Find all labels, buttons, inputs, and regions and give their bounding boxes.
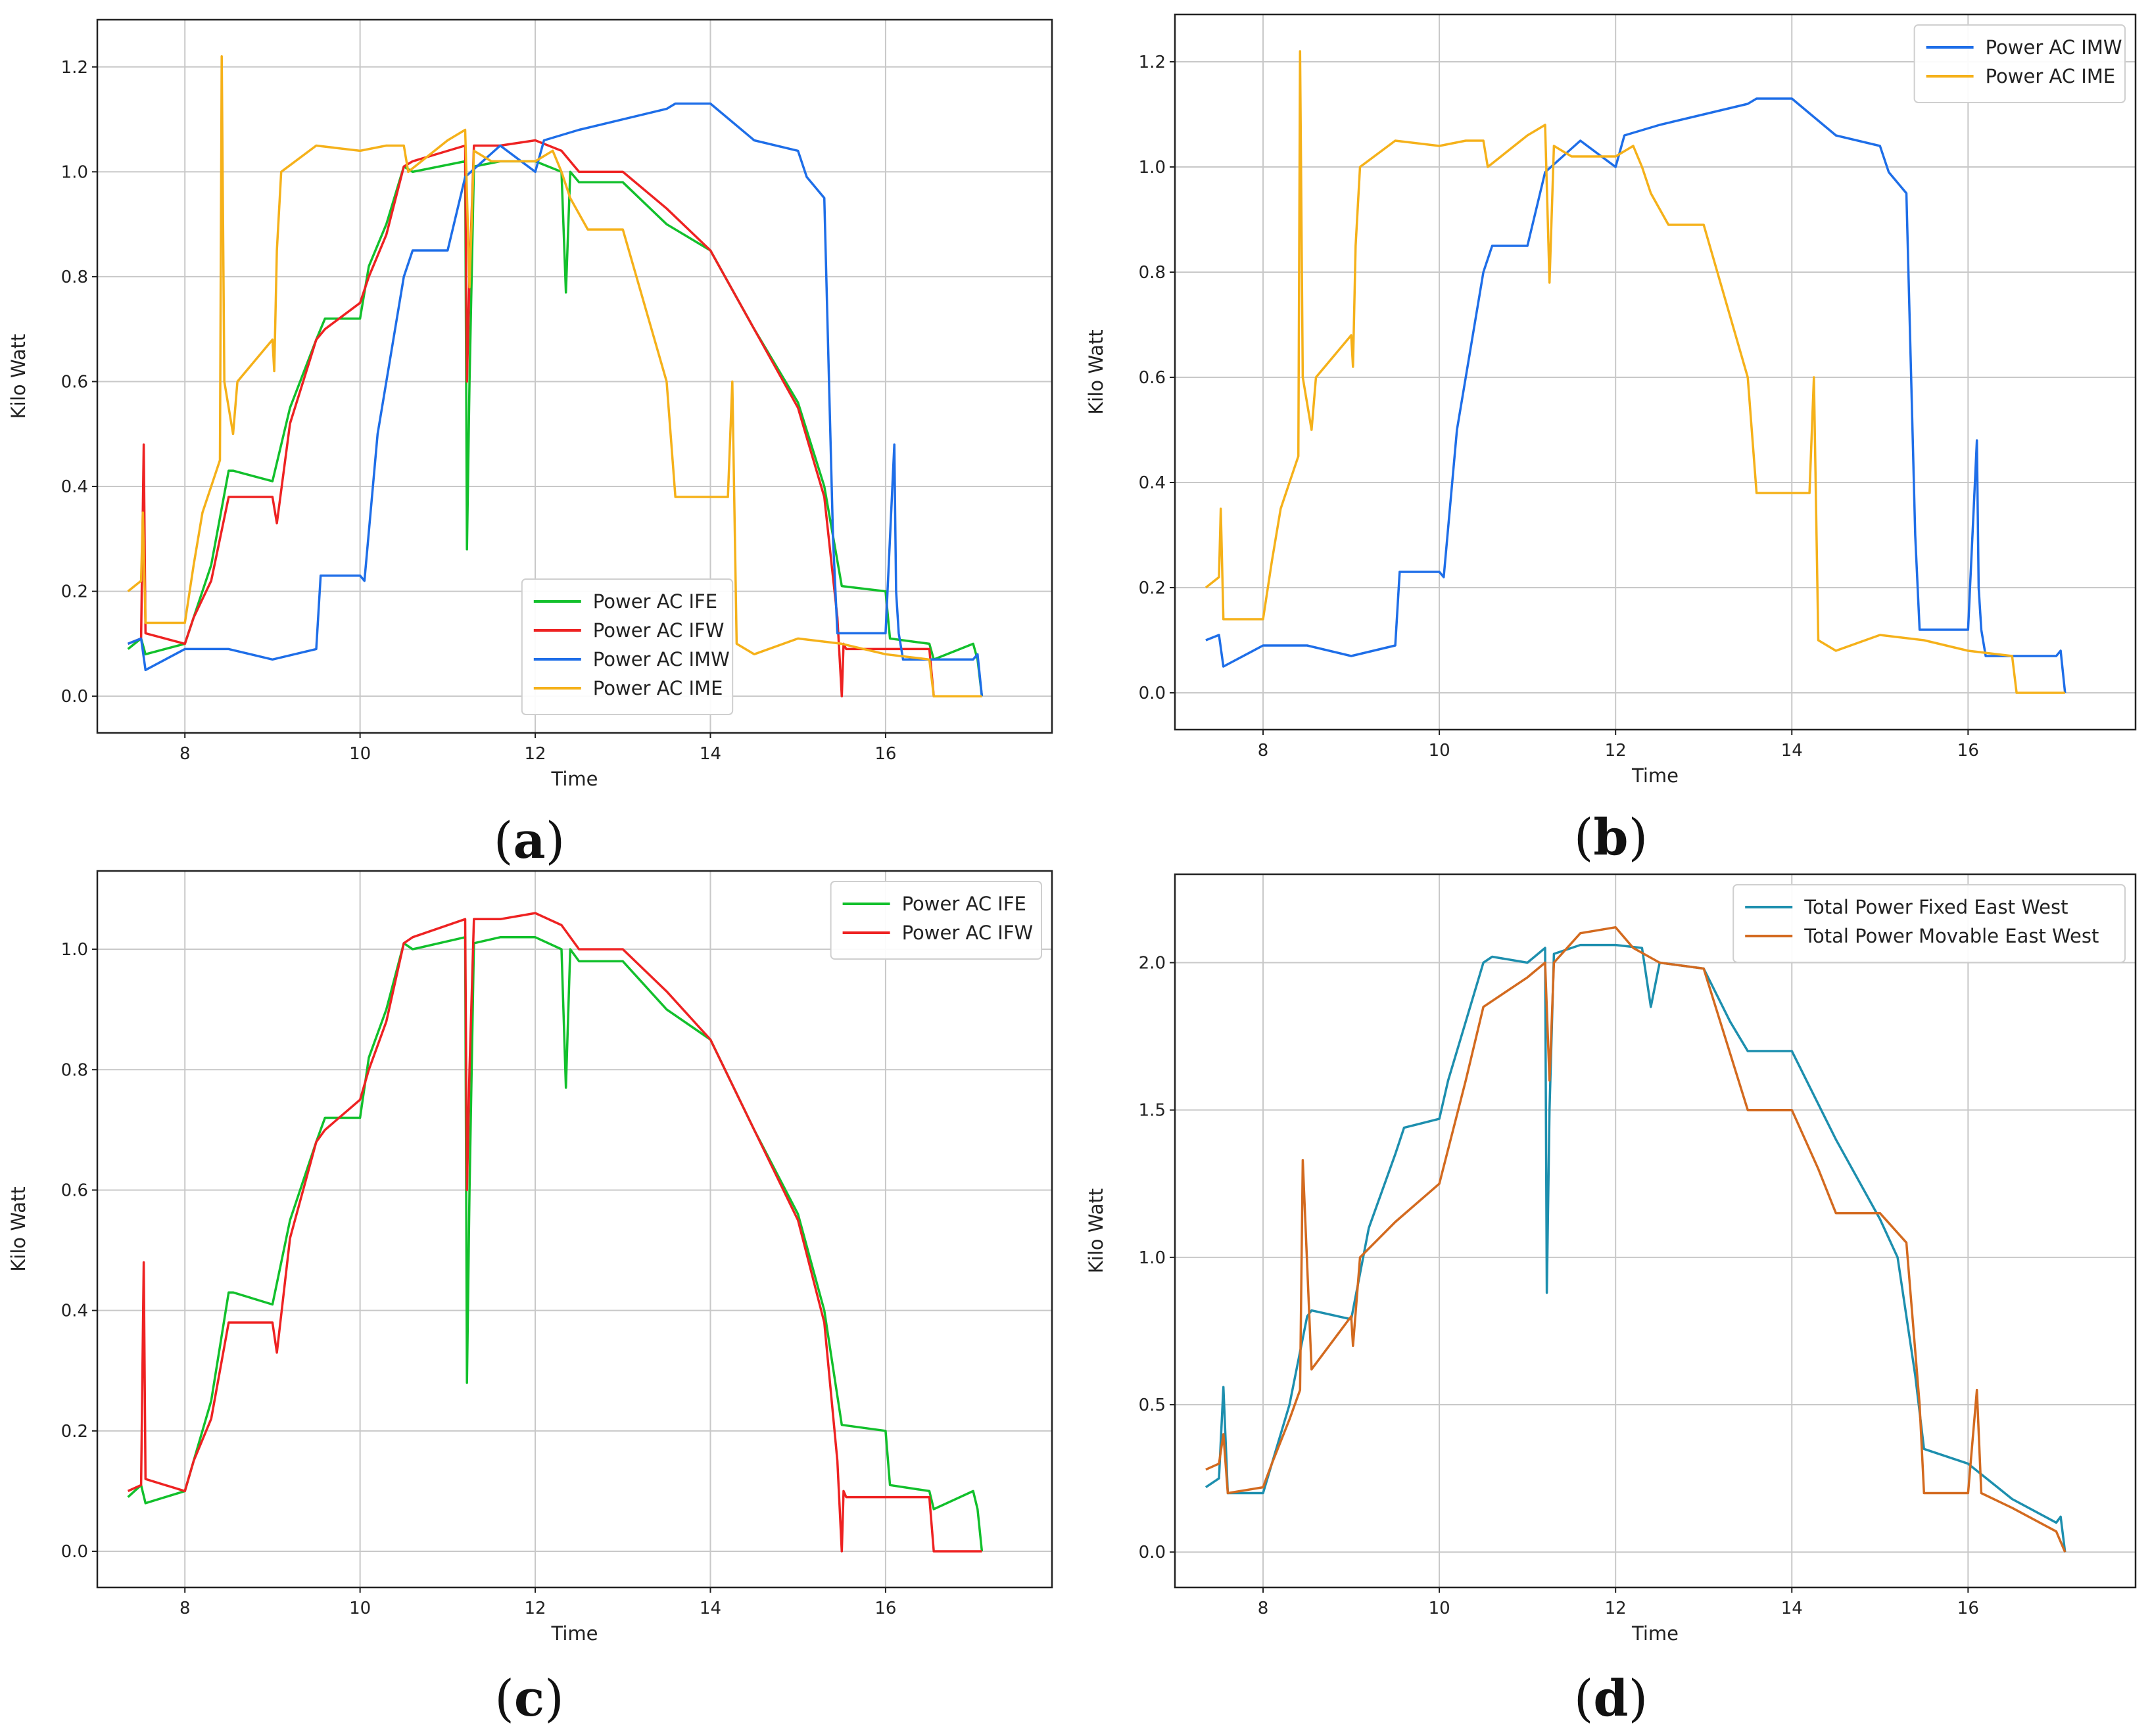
panel-caption: (b): [1574, 808, 1648, 866]
y-tick-label: 0.8: [1139, 263, 1166, 283]
series-line-power-ac-ifw: [127, 912, 982, 1553]
y-axis-label: Kilo Watt: [7, 334, 30, 419]
y-tick-label: 0.0: [61, 687, 88, 707]
x-tick-label: 10: [349, 744, 371, 764]
y-axis-label: Kilo Watt: [1085, 329, 1107, 414]
series-line-power-ac-ife: [127, 936, 984, 1552]
legend-entry: Power AC IFE: [902, 893, 1026, 915]
series-line-total-power-movable-east-west: [1205, 926, 2066, 1553]
y-tick-label: 0.6: [61, 372, 88, 392]
y-tick-label: 1.0: [1139, 1248, 1166, 1268]
y-tick-label: 1.0: [61, 940, 88, 960]
legend-entry: Total Power Movable East West: [1804, 925, 2099, 947]
y-axis-label: Kilo Watt: [7, 1186, 30, 1271]
y-tick-label: 0.4: [61, 1302, 88, 1321]
x-axis-label: Time: [551, 1622, 598, 1645]
x-tick-label: 14: [1781, 1599, 1803, 1618]
y-tick-label: 0.6: [61, 1181, 88, 1200]
legend-box: [830, 881, 1042, 960]
x-tick-label: 8: [179, 744, 191, 764]
y-tick-label: 0.8: [61, 1060, 88, 1080]
legend: Power AC IFE Power AC IFW Power AC IMW Powe…: [521, 578, 734, 715]
x-axis-label: Time: [1631, 764, 1679, 787]
x-tick-label: 12: [525, 1599, 546, 1618]
legend-entry: Power AC IFE: [593, 590, 717, 613]
x-tick-label: 14: [700, 744, 721, 764]
x-tick-label: 8: [179, 1599, 191, 1618]
y-tick-label: 0.8: [61, 268, 88, 287]
legend-box: [1913, 24, 2126, 103]
panel-a: 8 10 12 14 16 0.0 0.2 0.4 0.6 0.8 1.0 1.2 Time Kilo W…: [7, 18, 1053, 870]
legend-entry: Power AC IME: [1986, 65, 2116, 87]
y-tick-label: 1.5: [1139, 1101, 1166, 1121]
panel-caption: (a): [494, 811, 565, 870]
y-tick-label: 0.2: [61, 582, 88, 602]
x-tick-label: 10: [1429, 741, 1450, 761]
legend-entry: Power AC IFW: [593, 619, 725, 642]
series-line-total-power-fixed-east-west: [1205, 943, 2066, 1553]
panel-caption: (d): [1574, 1669, 1648, 1727]
y-tick-label: 1.0: [61, 162, 88, 182]
x-tick-label: 8: [1258, 741, 1269, 761]
series-line-power-ac-ifw: [127, 139, 982, 697]
axes-frame: [96, 18, 1053, 734]
series-line-power-ac-ime: [127, 55, 982, 697]
y-tick-label: 0.6: [1139, 368, 1166, 388]
x-tick-label: 16: [1957, 1599, 1979, 1618]
x-tick-label: 12: [1605, 741, 1627, 761]
x-tick-label: 16: [874, 1599, 896, 1618]
y-tick-label: 2.0: [1139, 954, 1166, 974]
legend: Power AC IFE Power AC IFW: [830, 881, 1042, 960]
x-tick-label: 16: [1957, 741, 1979, 761]
legend-entry: Power AC IFW: [902, 922, 1034, 944]
legend-box: [521, 578, 734, 715]
x-tick-label: 16: [874, 744, 896, 764]
x-tick-label: 14: [700, 1599, 721, 1618]
legend-entry: Total Power Fixed East West: [1804, 896, 2068, 918]
x-tick-label: 12: [525, 744, 546, 764]
x-tick-label: 10: [1429, 1599, 1450, 1618]
y-tick-label: 1.2: [61, 58, 88, 78]
y-tick-label: 1.2: [1139, 53, 1166, 72]
legend: Total Power Fixed East West Total Power M…: [1732, 884, 2126, 963]
y-tick-label: 0.5: [1139, 1396, 1166, 1415]
legend: Power AC IMW Power AC IME: [1913, 24, 2126, 103]
legend-entry: Power AC IME: [593, 677, 723, 699]
y-tick-label: 1.0: [1139, 158, 1166, 177]
axes-frame: [1174, 873, 2137, 1589]
x-tick-label: 14: [1781, 741, 1803, 761]
series-line-power-ac-imw: [1205, 97, 2066, 693]
panel-d: 8 10 12 14 16 0.0 0.5 1.0 1.5 2.0 Time Kilo Watt Tot…: [1085, 873, 2137, 1727]
y-tick-label: 0.4: [1139, 473, 1166, 493]
x-tick-label: 8: [1258, 1599, 1269, 1618]
panel-caption: (c): [494, 1669, 564, 1727]
y-tick-label: 0.2: [61, 1422, 88, 1442]
panel-b: 8 10 12 14 16 0.0 0.2 0.4 0.6 0.8 1.0 1.2 Time Kilo W…: [1085, 13, 2137, 866]
y-tick-label: 0.0: [61, 1542, 88, 1562]
y-tick-label: 0.0: [1139, 1543, 1166, 1562]
panel-c: 8 10 12 14 16 0.0 0.2 0.4 0.6 0.8 1.0 Time Kilo Watt…: [7, 870, 1053, 1727]
y-axis-label: Kilo Watt: [1085, 1188, 1107, 1273]
series-line-power-ac-imw: [127, 102, 984, 697]
y-tick-label: 0.0: [1139, 684, 1166, 703]
legend-entry: Power AC IMW: [593, 648, 730, 670]
x-tick-label: 10: [349, 1599, 371, 1618]
legend-entry: Power AC IMW: [1986, 36, 2122, 59]
y-tick-label: 0.4: [61, 477, 88, 497]
y-tick-label: 0.2: [1139, 578, 1166, 598]
x-tick-label: 12: [1605, 1599, 1627, 1618]
x-axis-label: Time: [551, 768, 598, 790]
x-axis-label: Time: [1631, 1622, 1679, 1645]
axes-frame: [96, 870, 1053, 1589]
legend-box: [1732, 884, 2126, 963]
series-line-power-ac-ime: [1205, 50, 2065, 694]
axes-frame: [1174, 13, 2137, 731]
